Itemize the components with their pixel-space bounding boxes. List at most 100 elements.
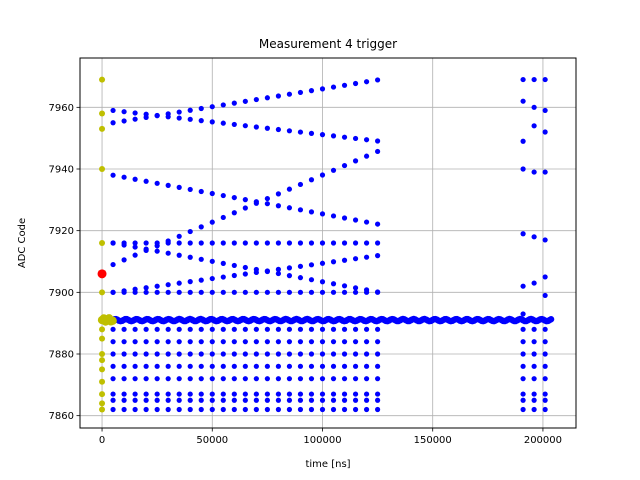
diagonal-point <box>286 273 293 279</box>
diagonal-point <box>132 116 138 122</box>
band-point <box>352 406 359 413</box>
late-point <box>520 76 526 83</box>
diagonal-point <box>110 120 116 126</box>
diagonal-point <box>375 138 381 144</box>
diagonal-point <box>121 242 127 248</box>
band-point <box>253 397 259 403</box>
band-point <box>297 326 304 332</box>
band-point <box>275 391 281 397</box>
band-point <box>209 326 215 332</box>
baseline-point <box>547 316 555 323</box>
band-point <box>231 363 237 369</box>
band-point <box>110 376 116 382</box>
band-point <box>363 397 370 403</box>
trigger-point <box>99 110 106 117</box>
diagonal-point <box>319 260 326 266</box>
diagonal-point <box>220 192 226 199</box>
diagonal-point <box>209 275 215 282</box>
band-point <box>165 339 171 345</box>
band-point <box>165 391 171 397</box>
diagonal-point <box>198 105 204 112</box>
band-point <box>165 406 171 413</box>
diagonal-point <box>143 285 149 291</box>
band-point <box>110 397 116 403</box>
diagonal-point <box>176 233 182 239</box>
diagonal-point <box>375 77 381 83</box>
diagonal-point <box>319 132 326 138</box>
band-point <box>209 339 215 345</box>
diagonal-point <box>330 133 337 139</box>
diagonal-point <box>165 182 171 188</box>
band-point <box>154 406 160 413</box>
diagonal-point <box>242 197 248 203</box>
diagonal-point <box>363 219 370 225</box>
diagonal-point <box>275 203 281 209</box>
diagonal-point <box>110 261 116 268</box>
band-point <box>330 351 337 357</box>
band-point <box>110 339 116 345</box>
band-point <box>187 397 193 403</box>
band-point <box>143 351 149 357</box>
band-point <box>220 376 226 382</box>
diagonal-point <box>286 186 293 192</box>
band-point <box>121 326 127 332</box>
diagonal-point <box>198 118 204 124</box>
diagonal-point <box>297 89 304 96</box>
band-point <box>319 289 326 295</box>
late-point <box>531 104 537 110</box>
diagonal-point <box>297 129 304 135</box>
red-marker <box>97 269 107 279</box>
diagonal-point <box>297 263 304 269</box>
diagonal-point <box>297 275 304 281</box>
band-point <box>330 363 337 369</box>
band-point <box>132 339 138 345</box>
band-point <box>275 397 281 403</box>
diagonal-point <box>132 176 138 182</box>
band-point <box>264 351 270 357</box>
trigger-point <box>99 406 106 413</box>
trigger-point <box>99 289 106 296</box>
diagonal-point <box>154 180 160 186</box>
band-point <box>341 363 348 369</box>
band-point <box>187 351 193 357</box>
band-point <box>363 339 370 345</box>
diagonal-point <box>176 252 182 258</box>
late-point <box>520 231 526 237</box>
diagonal-point <box>209 104 215 110</box>
band-point <box>363 326 370 332</box>
band-point <box>308 376 315 382</box>
band-point <box>209 240 215 246</box>
diagonal-point <box>319 279 326 285</box>
late-point <box>520 397 526 403</box>
trigger-point <box>99 351 106 357</box>
diagonal-point <box>375 253 381 259</box>
band-point <box>330 240 337 246</box>
axis-ticks: 0 50000 100000 150000 200000 7860 7880 7900 7920… <box>49 103 562 446</box>
diagonal-point <box>330 259 337 265</box>
band-point <box>363 391 370 397</box>
late-point <box>542 317 548 323</box>
diagonal-point <box>308 277 315 283</box>
late-point <box>542 169 548 175</box>
band-point <box>231 391 237 397</box>
band-point <box>352 351 359 357</box>
late-point <box>520 391 526 397</box>
diagonal-point <box>330 213 337 219</box>
band-point <box>253 326 259 332</box>
late-point <box>520 351 526 357</box>
band-point <box>176 339 182 345</box>
band-point <box>198 326 204 332</box>
x-tick-label: 100000 <box>303 435 341 446</box>
diagonal-point <box>154 283 160 289</box>
late-point <box>520 98 526 104</box>
band-point <box>220 339 226 345</box>
x-tick-label: 50000 <box>196 435 228 446</box>
late-point <box>520 376 526 382</box>
diagonal-point <box>132 252 138 258</box>
band-point <box>363 351 370 357</box>
band-point <box>297 406 304 413</box>
diagonal-point <box>143 111 149 117</box>
band-point <box>352 363 359 369</box>
band-point <box>286 376 293 382</box>
diagonal-point <box>198 188 204 195</box>
